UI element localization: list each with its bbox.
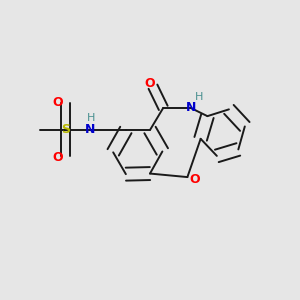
Text: O: O (52, 95, 63, 109)
Text: O: O (189, 173, 200, 186)
Text: S: S (61, 124, 70, 136)
Text: H: H (87, 113, 95, 123)
Text: H: H (195, 92, 204, 102)
Text: N: N (85, 124, 95, 136)
Text: O: O (145, 77, 155, 90)
Text: N: N (186, 101, 196, 114)
Text: O: O (52, 152, 63, 164)
